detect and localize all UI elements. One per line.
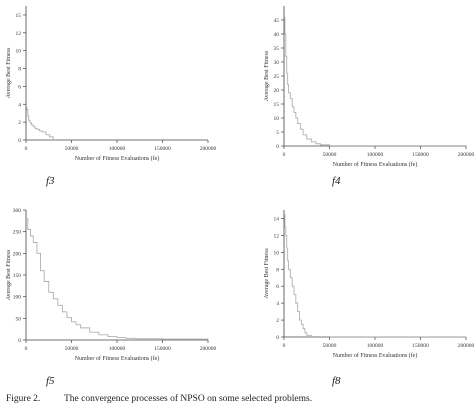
x-tick-label: 150000 xyxy=(154,346,171,352)
y-tick-label: 0 xyxy=(276,144,279,150)
series-line xyxy=(26,107,54,140)
x-axis-label: Number of Fitness Evaluations (fe) xyxy=(75,155,160,162)
x-tick-label: 0 xyxy=(283,343,286,349)
x-tick-label: 100000 xyxy=(109,146,126,152)
x-tick-label: 50000 xyxy=(323,343,337,349)
chart-panel-f4: 0 50000 100000 150000 200000 0 5 10 15 20 25 30 35 40… xyxy=(264,6,474,187)
y-tick-label: 45 xyxy=(274,18,280,24)
y-tick-label: 5 xyxy=(276,130,279,136)
x-axis-label: Number of Fitness Evaluations (fe) xyxy=(333,161,418,168)
x-tick-label: 0 xyxy=(283,152,286,158)
y-tick-label: 10 xyxy=(16,49,22,55)
series-line xyxy=(26,218,209,340)
y-tick-label: 12 xyxy=(274,233,280,239)
figure-caption: Figure 2. The convergence processes of NP… xyxy=(6,394,466,408)
x-tick-label: 150000 xyxy=(154,146,171,152)
caption-label: Figure 2. xyxy=(6,394,41,404)
panel-label: f3 xyxy=(46,175,55,187)
panel-label: f4 xyxy=(332,175,341,187)
y-tick-label: 12 xyxy=(16,31,22,37)
y-tick-label: 4 xyxy=(18,102,21,108)
y-tick-label: 0 xyxy=(18,138,21,144)
x-tick-label: 50000 xyxy=(65,146,79,152)
x-tick-label: 50000 xyxy=(65,346,79,352)
x-axis-label: Number of Fitness Evaluations (fe) xyxy=(75,355,160,362)
y-axis-label: Average Best Fitness xyxy=(6,249,12,300)
y-tick-label: 14 xyxy=(274,216,280,222)
y-axis-label: Average Best Fitness xyxy=(6,47,12,98)
x-tick-label: 100000 xyxy=(367,152,384,158)
y-tick-label: 40 xyxy=(274,32,280,38)
y-tick-label: 250 xyxy=(13,230,22,236)
y-tick-label: 2 xyxy=(18,120,21,126)
caption-text: The convergence processes of NPSO on som… xyxy=(64,394,313,404)
x-tick-label: 100000 xyxy=(367,343,384,349)
x-tick-label: 100000 xyxy=(109,346,126,352)
y-tick-label: 30 xyxy=(274,60,280,66)
x-tick-label: 150000 xyxy=(412,343,429,349)
y-tick-label: 2 xyxy=(276,318,279,324)
x-tick-label: 50000 xyxy=(323,152,337,158)
y-tick-label: 0 xyxy=(18,338,21,344)
y-tick-label: 0 xyxy=(276,335,279,341)
x-tick-label: 200000 xyxy=(458,152,474,158)
y-tick-label: 150 xyxy=(13,273,22,279)
y-tick-label: 6 xyxy=(18,84,21,90)
y-tick-label: 25 xyxy=(274,74,280,80)
x-tick-label: 200000 xyxy=(458,343,474,349)
y-tick-label: 15 xyxy=(274,102,280,108)
y-tick-label: 10 xyxy=(274,116,280,122)
y-axis-label: Average Best Fitness xyxy=(264,50,270,101)
y-tick-label: 50 xyxy=(16,316,22,322)
x-tick-label: 150000 xyxy=(412,152,429,158)
x-tick-label: 200000 xyxy=(200,346,217,352)
chart-panel-f5: 0 50000 100000 150000 200000 0 50 100 150 200 250 3… xyxy=(6,208,217,387)
y-tick-label: 10 xyxy=(274,250,280,256)
chart-panel-f8: 0 50000 100000 150000 200000 0 2 4 6 8 10 12 14 Numbe… xyxy=(264,210,474,387)
series-line xyxy=(284,213,466,338)
y-tick-label: 20 xyxy=(274,88,280,94)
panel-label: f8 xyxy=(332,375,341,387)
y-tick-label: 35 xyxy=(274,46,280,52)
y-tick-label: 200 xyxy=(13,251,22,257)
x-tick-label: 0 xyxy=(25,346,28,352)
y-tick-label: 8 xyxy=(18,67,21,73)
y-axis-label: Average Best Fitness xyxy=(264,248,270,299)
panel-label: f5 xyxy=(46,375,55,387)
x-tick-label: 200000 xyxy=(200,146,217,152)
y-tick-label: 100 xyxy=(13,295,22,301)
x-axis-label: Number of Fitness Evaluations (fe) xyxy=(333,352,418,359)
y-tick-label: 300 xyxy=(13,208,22,214)
x-tick-label: 0 xyxy=(25,146,28,152)
y-tick-label: 6 xyxy=(276,284,279,290)
chart-panel-f3: 0 50000 100000 150000 200000 0 2 4 6 8 10 12 15 Numbe… xyxy=(6,6,217,187)
y-tick-label: 8 xyxy=(276,267,279,273)
series-line xyxy=(284,16,467,147)
y-tick-label: 4 xyxy=(276,301,279,307)
y-tick-label: 15 xyxy=(16,13,22,19)
